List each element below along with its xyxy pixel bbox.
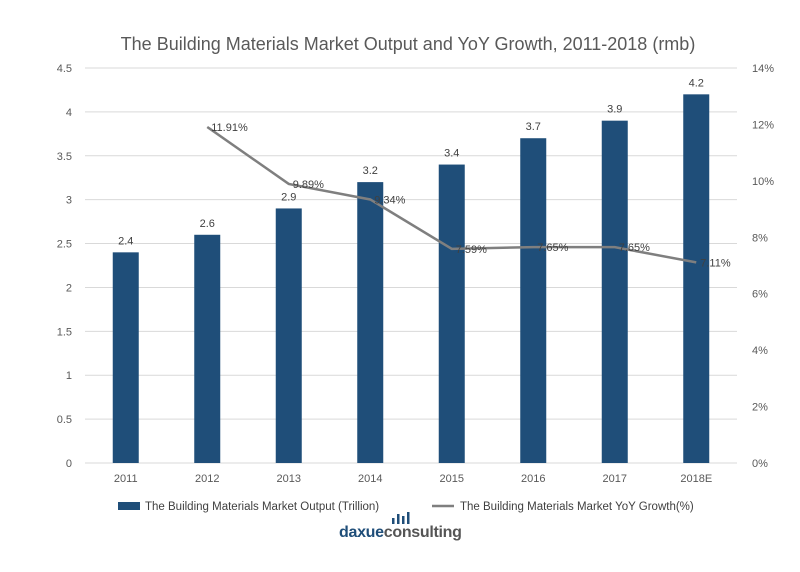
- y-tick-label: 1.5: [57, 326, 72, 338]
- bar-data-label: 3.9: [607, 104, 622, 116]
- line-data-label: 7.11%: [700, 257, 731, 269]
- x-tick-label: 2015: [440, 473, 464, 485]
- y-tick-label: 1: [66, 370, 72, 382]
- bar-data-label: 3.7: [526, 121, 541, 133]
- y-tick-label: 0.5: [57, 414, 72, 426]
- y2-tick-label: 2%: [752, 402, 768, 414]
- y2-tick-label: 10%: [752, 176, 774, 188]
- bar: [438, 164, 465, 464]
- legend-bar-swatch: [118, 502, 140, 510]
- y-tick-label: 4: [66, 107, 72, 119]
- bar-data-label: 3.2: [363, 165, 378, 177]
- bar: [194, 234, 221, 463]
- chart-title: The Building Materials Market Output and…: [121, 34, 696, 54]
- bar: [275, 208, 302, 463]
- logo-bars-icon: [392, 512, 410, 524]
- logo-part2: consulting: [383, 524, 462, 541]
- y2-tick-label: 0%: [752, 458, 768, 470]
- line-data-label: 7.65%: [619, 242, 650, 254]
- y-tick-label: 2: [66, 282, 72, 294]
- y-tick-label: 0: [66, 458, 72, 470]
- growth-line: [206, 125, 697, 264]
- bar: [683, 94, 710, 463]
- y-tick-label: 4.5: [57, 63, 72, 75]
- bar-data-label: 4.2: [689, 77, 704, 89]
- y2-tick-label: 8%: [752, 232, 768, 244]
- bar-data-label: 3.4: [444, 148, 459, 160]
- x-tick-label: 2017: [603, 473, 627, 485]
- bar: [357, 182, 384, 463]
- bar: [112, 252, 139, 463]
- y2-tick-label: 14%: [752, 63, 774, 75]
- legend-bar-label: The Building Materials Market Output (Tr…: [145, 501, 379, 513]
- bar-data-label: 2.4: [118, 235, 133, 247]
- x-tick-label: 2013: [277, 473, 301, 485]
- legend-line-label: The Building Materials Market YoY Growth…: [460, 501, 694, 513]
- x-tick-label: 2012: [195, 473, 219, 485]
- y2-tick-label: 4%: [752, 345, 768, 357]
- bar: [601, 120, 628, 464]
- bar: [520, 138, 547, 463]
- line-data-label: 7.65%: [537, 242, 568, 254]
- y2-tick-label: 6%: [752, 289, 768, 301]
- y-tick-label: 3: [66, 195, 72, 207]
- daxue-logo: daxueconsulting: [339, 524, 462, 542]
- y-tick-label: 3.5: [57, 151, 72, 163]
- logo-part1: daxue: [339, 524, 384, 541]
- x-tick-label: 2018E: [680, 473, 712, 485]
- bar-data-label: 2.9: [281, 191, 296, 203]
- y2-tick-label: 12%: [752, 119, 774, 131]
- x-tick-label: 2016: [521, 473, 545, 485]
- x-tick-label: 2011: [114, 473, 138, 485]
- line-data-label: 11.91%: [211, 122, 248, 134]
- line-data-label: 9.34%: [374, 194, 405, 206]
- bar-data-label: 2.6: [200, 218, 215, 230]
- line-data-label: 9.89%: [293, 179, 324, 191]
- line-data-label: 7.59%: [456, 244, 487, 256]
- x-tick-label: 2014: [358, 473, 382, 485]
- y-tick-label: 2.5: [57, 239, 72, 251]
